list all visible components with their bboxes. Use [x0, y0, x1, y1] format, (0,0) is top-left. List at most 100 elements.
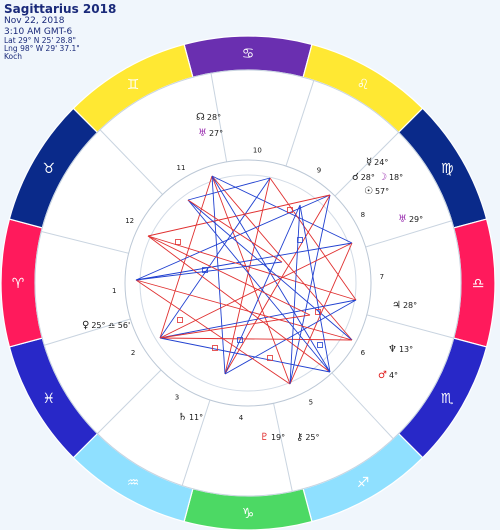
house-numbers: 10 9 8 7 6 5 4 3 2 1 12 11: [112, 146, 384, 421]
capricorn-sign-icon: ♑: [242, 506, 255, 522]
aspect-line: [187, 199, 331, 373]
moon-icon: ☽: [378, 172, 387, 183]
aspect-line: [224, 204, 301, 375]
uranus-top-icon: ♅: [198, 128, 207, 139]
planet-pluto[interactable]: ♇ 19°: [260, 432, 285, 443]
house-cusps: [41, 73, 454, 492]
aspect-line: [289, 194, 331, 385]
aquarius-sign-icon: ♒: [127, 475, 140, 491]
house-number: 9: [317, 166, 321, 174]
cancer-sign-icon: ♋: [242, 46, 255, 62]
planet-mercury[interactable]: ☿ 24°: [366, 157, 388, 168]
aspect-line: [135, 261, 283, 281]
planet-degree: 4°: [389, 371, 398, 380]
aspect-marker: [297, 237, 303, 243]
aspect-marker: [202, 267, 208, 273]
aspect-line: [159, 314, 311, 339]
aspect-marker: [237, 337, 243, 343]
aspect-marker: [317, 342, 323, 348]
aspect-line: [187, 177, 271, 201]
house-number: 5: [309, 398, 313, 406]
planet-mars-node[interactable]: ☌ 28°: [352, 172, 375, 183]
aspect-line: [211, 175, 291, 385]
scorpio-sign-icon: ♏: [441, 391, 454, 407]
planet-degree: 19°: [271, 433, 285, 442]
pluto-icon: ♇: [260, 432, 269, 443]
planet-degree: 28°: [361, 173, 375, 182]
taurus-sign-icon: ♉: [43, 161, 56, 177]
aspect-ring: [124, 159, 372, 407]
aspect-line: [159, 242, 353, 339]
house-cusp-line: [97, 369, 162, 434]
aspect-line: [135, 242, 353, 281]
planet-degree: 29°: [409, 215, 423, 224]
house-cusp-line: [331, 372, 394, 440]
libra-sign-icon: ♎: [472, 276, 485, 292]
house-cusp-line: [366, 314, 454, 339]
aspect-line: [147, 235, 331, 373]
planet-degree: 57°: [375, 187, 389, 196]
aspect-line: [224, 299, 357, 375]
planet-mars[interactable]: ♂ 4°: [378, 370, 398, 381]
aries-sign-icon: ♈: [12, 276, 25, 292]
planet-degree: 11°: [189, 413, 203, 422]
chart-latitude: Lat 29° N 25' 28.8": [4, 35, 76, 45]
aspect-line: [135, 279, 291, 385]
house-cusp-line: [210, 73, 228, 162]
planet-uranus[interactable]: ♅ 29°: [398, 214, 423, 225]
planet-degree: 25°: [305, 433, 319, 442]
jupiter-icon: ♃: [392, 300, 401, 311]
chart-title: Sagittarius 2018: [4, 2, 117, 16]
planet-uranus-top[interactable]: ♅ 27°: [198, 128, 223, 139]
mars-node-icon: ☌: [352, 172, 359, 183]
aspect-line: [147, 194, 331, 237]
house-cusp-line: [285, 80, 315, 167]
aspect-line: [187, 199, 283, 263]
chiron-icon: ⚷: [296, 432, 303, 443]
chart-header: Sagittarius 2018 Nov 22, 2018 3:10 AM GM…: [4, 2, 117, 62]
planet-degree: 27°: [209, 129, 223, 138]
house-cusp-line: [273, 403, 293, 492]
planet-degree: 13°: [399, 345, 413, 354]
leo-sign-icon: ♌: [357, 77, 370, 93]
planet-sun[interactable]: ☉ 57°: [364, 186, 389, 197]
planet-venus[interactable]: ♀ 25° ♎ 56': [82, 320, 130, 331]
planet-moon[interactable]: ☽ 18°: [378, 172, 403, 183]
aspect-line: [211, 175, 353, 341]
planet-labels: ☊ 28°♅ 27°☿ 24°☌ 28° ☽ 18°☉ 57°♅ 29°♀ 25° ♎ 56'♃ 2…: [82, 112, 423, 443]
planet-degree: 28°: [207, 113, 221, 122]
uranus-icon: ♅: [398, 214, 407, 225]
aspect-line: [187, 199, 353, 341]
house-system: Koch: [4, 52, 23, 62]
house-number: 8: [361, 211, 365, 219]
aspect-line: [147, 235, 311, 316]
mercury-icon: ☿: [366, 157, 372, 168]
aspect-marker: [212, 345, 218, 351]
planet-neptune[interactable]: ♆ 13°: [388, 344, 413, 355]
aspect-line: [211, 175, 226, 375]
house-cusp-line: [44, 318, 131, 346]
planet-degree: 28°: [403, 301, 417, 310]
house-cusp-line: [181, 399, 211, 486]
planet-degree: 18°: [389, 173, 403, 182]
zodiac-ring: ♋ ♌ ♍ ♎ ♏ ♐ ♑ ♒ ♓ ♈ ♉ ♊: [0, 35, 496, 530]
aspect-marker: [267, 355, 273, 361]
planet-north-node[interactable]: ☊ 28°: [196, 112, 221, 123]
sagittarius-sign-icon: ♐: [357, 475, 370, 491]
aspect-line: [224, 194, 331, 375]
house-number: 4: [239, 414, 244, 422]
house-cusp-line: [334, 132, 399, 197]
virgo-sign-icon: ♍: [441, 161, 454, 177]
aspect-line: [159, 299, 357, 339]
house-cusp-line: [41, 230, 129, 254]
planet-jupiter[interactable]: ♃ 28°: [392, 300, 417, 311]
planet-degree: 24°: [374, 158, 388, 167]
aspect-marker: [315, 309, 321, 315]
sun-icon: ☉: [364, 186, 373, 197]
aspect-line: [159, 337, 353, 341]
house-number: 11: [177, 164, 186, 172]
house-number: 7: [380, 273, 384, 281]
planet-saturn[interactable]: ♄ 11°: [178, 412, 203, 423]
planet-chiron[interactable]: ⚷ 25°: [296, 432, 320, 443]
